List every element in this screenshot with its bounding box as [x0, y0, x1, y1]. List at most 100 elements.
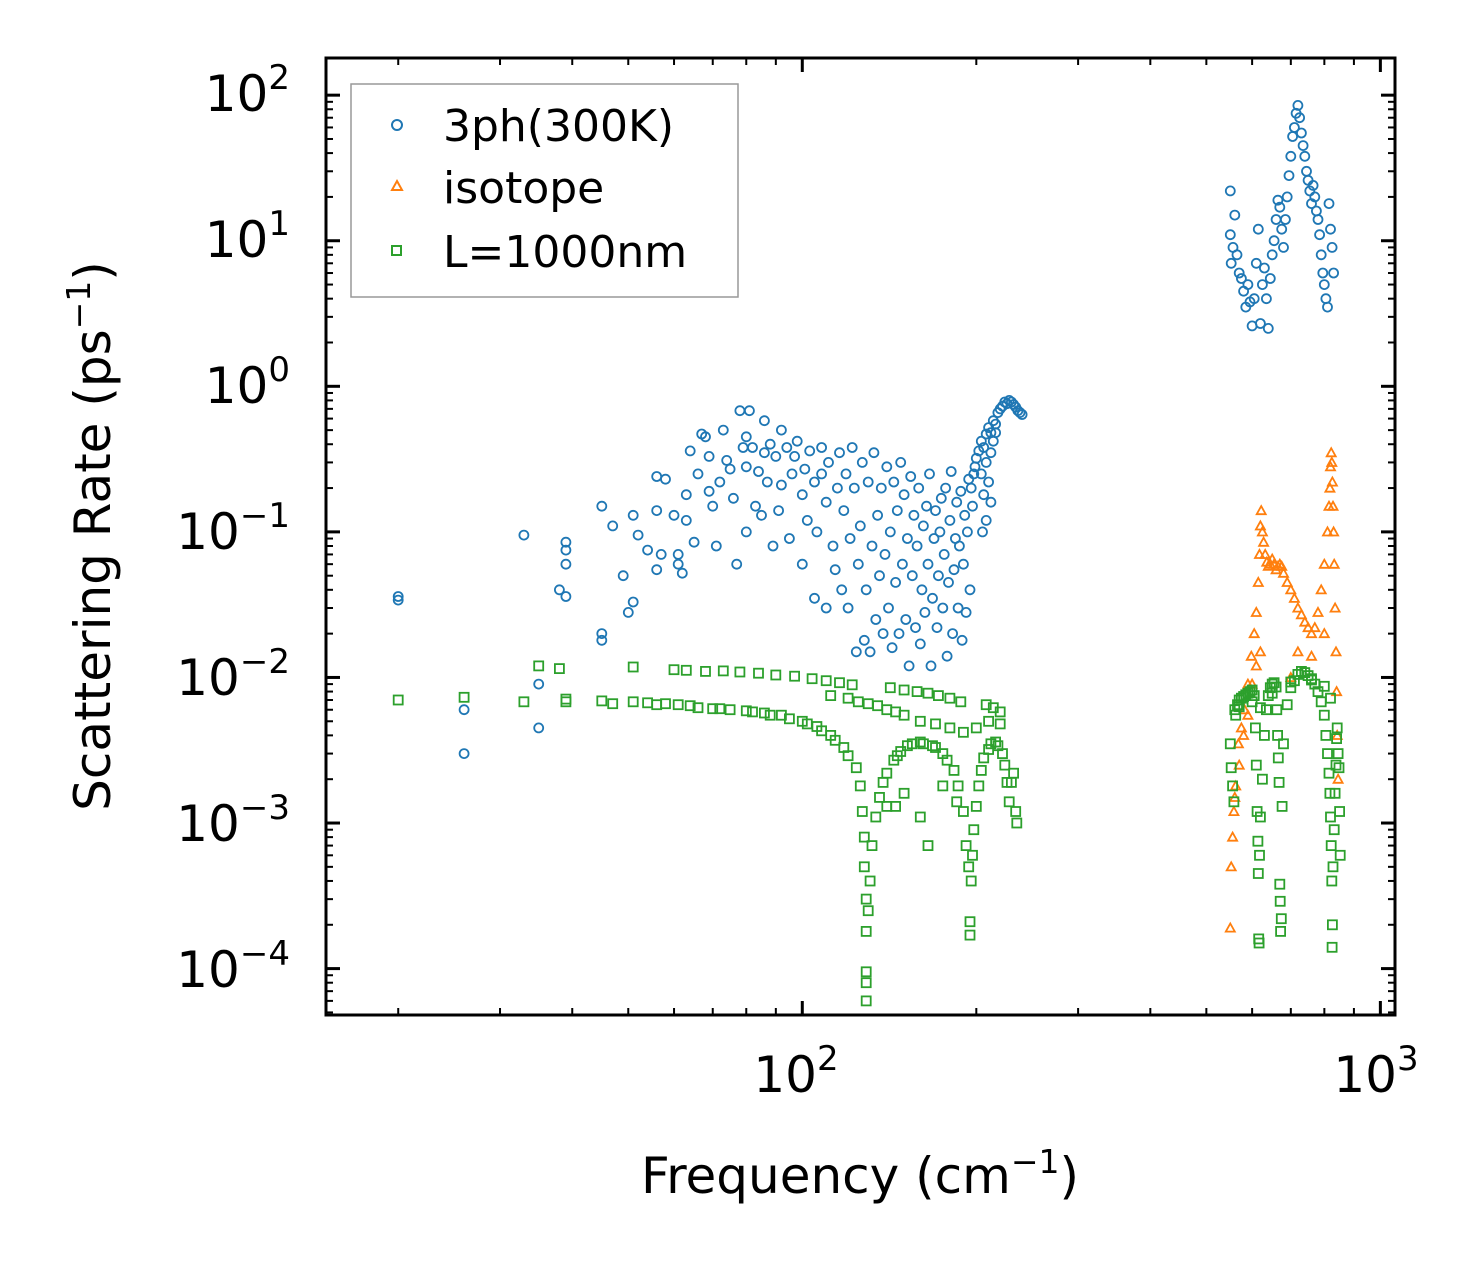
data-point — [846, 442, 858, 453]
data-point — [596, 634, 608, 646]
data-point — [627, 661, 639, 673]
data-point — [1312, 214, 1324, 225]
data-point — [1250, 606, 1263, 617]
data-point — [1272, 752, 1284, 764]
data-point — [842, 602, 854, 614]
data-point — [747, 442, 758, 453]
data-point — [944, 692, 956, 704]
data-point — [1323, 198, 1335, 210]
data-point — [734, 405, 746, 417]
data-point — [922, 840, 934, 851]
y-tick-label: 10−4 — [176, 934, 290, 999]
data-point — [997, 748, 1008, 759]
data-point — [672, 558, 684, 570]
data-point — [1274, 201, 1286, 213]
series-1 — [1224, 446, 1345, 933]
data-point — [747, 706, 758, 718]
data-point — [1003, 796, 1015, 808]
data-point — [1311, 205, 1322, 217]
data-point — [980, 515, 992, 526]
data-point — [776, 709, 787, 721]
data-point — [898, 787, 910, 799]
data-point — [888, 476, 900, 488]
data-point — [1275, 559, 1288, 571]
data-point — [1314, 229, 1325, 241]
legend: 3ph(300K) isotope L=1000nm — [350, 83, 739, 298]
data-point — [911, 686, 923, 697]
data-point — [717, 665, 729, 677]
data-point — [893, 628, 905, 639]
data-point — [721, 454, 733, 466]
data-point — [898, 709, 910, 721]
data-point — [750, 500, 761, 512]
data-point — [820, 496, 832, 508]
data-point — [1257, 535, 1270, 547]
data-point — [714, 703, 726, 715]
data-point — [906, 570, 918, 582]
data-point — [764, 438, 776, 450]
data-point — [1229, 779, 1242, 791]
data-point — [1297, 140, 1309, 152]
data-point — [1225, 257, 1237, 269]
data-point — [676, 567, 688, 579]
data-point — [1285, 682, 1297, 694]
data-point — [1301, 165, 1312, 177]
y-tick-label: 102 — [205, 58, 290, 123]
data-point — [963, 861, 975, 873]
data-point — [627, 596, 639, 608]
data-point — [870, 614, 882, 625]
data-point — [1252, 835, 1264, 847]
data-point — [1321, 525, 1334, 537]
data-point — [1331, 733, 1342, 744]
data-point — [934, 526, 946, 538]
data-point — [1233, 701, 1245, 713]
data-point — [1252, 868, 1264, 879]
data-point — [1229, 209, 1241, 221]
data-point — [987, 435, 999, 447]
data-point — [820, 675, 832, 687]
data-point — [980, 456, 992, 468]
data-point — [703, 485, 715, 497]
data-point — [789, 670, 800, 682]
series-2 — [392, 660, 1346, 1007]
data-point — [1250, 722, 1261, 734]
y-tick-label: 10−1 — [176, 496, 290, 561]
data-point — [1305, 627, 1318, 639]
legend-label-l1000nm: L=1000nm — [443, 227, 687, 278]
data-point — [937, 602, 949, 614]
data-point — [756, 509, 767, 521]
data-point — [1299, 150, 1311, 162]
data-point — [1326, 241, 1338, 253]
x-tick-label: 103 — [1333, 1039, 1418, 1104]
data-point — [784, 533, 795, 544]
data-point — [895, 456, 907, 468]
data-point — [1252, 576, 1265, 587]
data-point — [844, 533, 856, 544]
data-point — [910, 622, 921, 633]
data-point — [684, 700, 696, 712]
legend-label-3ph: 3ph(300K) — [443, 101, 674, 152]
data-point — [1318, 680, 1330, 692]
data-point — [956, 634, 968, 646]
data-point — [1255, 504, 1268, 516]
data-point — [796, 558, 808, 570]
data-point — [816, 468, 827, 480]
data-point — [840, 468, 852, 480]
data-point — [799, 463, 811, 475]
data-point — [734, 666, 746, 678]
data-point — [1225, 860, 1238, 872]
data-point — [1334, 806, 1345, 817]
data-point — [945, 466, 957, 477]
data-point — [1232, 737, 1245, 749]
data-point — [884, 526, 896, 538]
data-point — [951, 796, 963, 808]
data-point — [938, 549, 950, 560]
data-point — [668, 509, 680, 521]
data-point — [951, 496, 963, 508]
data-point — [1224, 229, 1236, 241]
data-point — [848, 482, 860, 494]
data-point — [707, 500, 719, 512]
data-point — [753, 667, 764, 679]
data-point — [860, 995, 872, 1007]
legend-box — [350, 83, 739, 298]
